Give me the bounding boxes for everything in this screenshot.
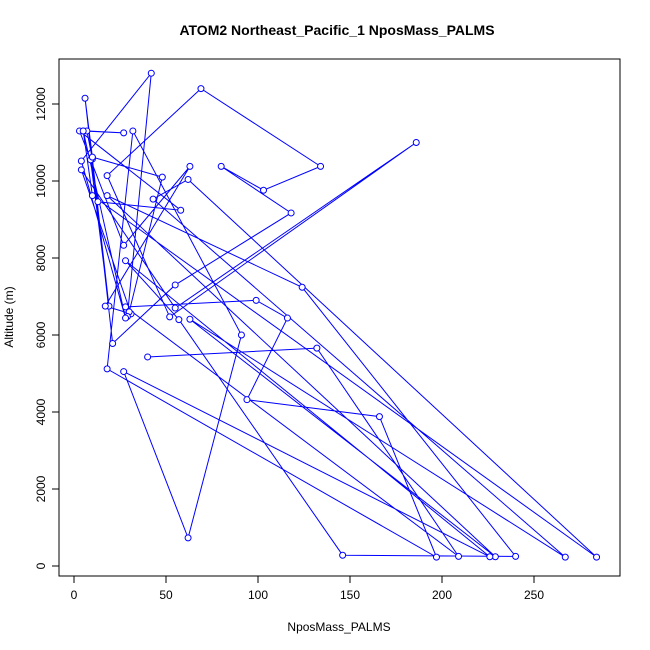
y-tick-label: 4000: [34, 398, 48, 425]
data-point: [561, 553, 569, 561]
data-point: [122, 303, 130, 311]
data-point: [313, 344, 321, 352]
data-point: [512, 552, 520, 560]
data-point: [77, 157, 85, 165]
data-point: [88, 192, 96, 200]
data-point: [243, 396, 251, 404]
data-point: [103, 192, 111, 200]
data-point: [147, 69, 155, 77]
data-point: [298, 283, 306, 291]
data-point: [120, 241, 128, 249]
data-point: [77, 166, 85, 174]
data-point: [101, 302, 109, 310]
data-point: [120, 129, 128, 137]
x-axis: 0 50 100 150 200 250: [71, 575, 544, 602]
data-point: [317, 162, 325, 170]
data-point: [283, 314, 291, 322]
x-tick-label: 200: [432, 588, 452, 602]
y-tick-label: 10000: [34, 164, 48, 198]
data-point: [171, 304, 179, 312]
data-point: [184, 175, 192, 183]
data-point: [129, 127, 137, 135]
plot-frame: [58, 58, 621, 577]
y-tick-label: 2000: [34, 475, 48, 502]
data-point: [88, 153, 96, 161]
data-point: [79, 127, 87, 135]
data-point: [122, 257, 130, 265]
chart-title: ATOM2 Northeast_Pacific_1 NposMass_PALMS: [179, 22, 494, 38]
data-point: [186, 162, 194, 170]
data-point: [144, 353, 152, 361]
data-point: [94, 198, 102, 206]
data-point: [287, 209, 295, 217]
data-point: [197, 85, 205, 93]
data-point: [237, 331, 245, 339]
series-layer: [76, 69, 601, 561]
data-point: [103, 172, 111, 180]
data-point: [103, 365, 111, 373]
data-point: [158, 173, 166, 181]
y-axis-label: Altitude (m): [2, 286, 16, 347]
data-point: [252, 296, 260, 304]
data-point: [184, 534, 192, 542]
y-tick-label: 0: [34, 562, 48, 569]
data-point: [412, 139, 420, 146]
data-point: [432, 553, 440, 561]
x-tick-label: 150: [340, 588, 360, 602]
y-tick-label: 8000: [34, 244, 48, 271]
y-tick-label: 12000: [34, 87, 48, 121]
y-axis: 0 2000 4000 6000 8000 10000 12000: [34, 87, 60, 569]
x-tick-label: 100: [248, 588, 268, 602]
data-point: [260, 186, 268, 194]
x-axis-label: NposMass_PALMS: [287, 620, 390, 634]
x-tick-label: 0: [71, 588, 78, 602]
data-point: [81, 94, 89, 102]
data-point: [166, 313, 174, 321]
data-point: [375, 413, 383, 421]
data-point: [486, 553, 494, 561]
data-point: [149, 195, 157, 203]
data-point: [186, 315, 194, 323]
data-point: [175, 316, 183, 324]
data-point: [122, 314, 130, 322]
data-point: [455, 552, 463, 560]
x-tick-label: 250: [524, 588, 544, 602]
y-tick-label: 6000: [34, 321, 48, 348]
data-point: [109, 339, 117, 347]
data-point: [217, 162, 225, 170]
data-point: [339, 551, 347, 559]
data-point: [593, 553, 601, 561]
data-point: [120, 368, 128, 376]
data-point: [171, 281, 179, 289]
data-point: [177, 206, 185, 214]
series-line: [78, 71, 597, 559]
x-tick-label: 50: [159, 588, 173, 602]
